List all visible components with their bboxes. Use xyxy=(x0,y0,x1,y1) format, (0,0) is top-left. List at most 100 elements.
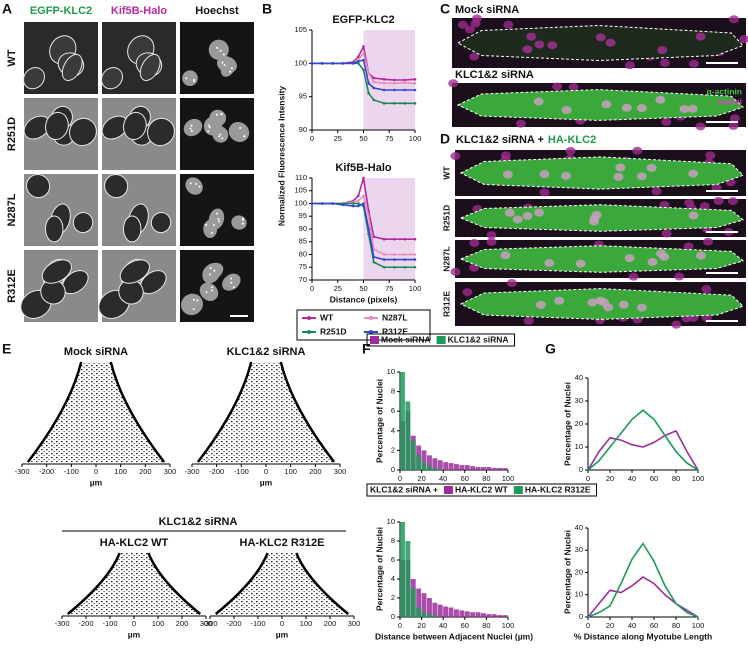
point xyxy=(362,45,365,48)
envelope xyxy=(196,361,253,463)
point xyxy=(372,260,376,264)
nucleus xyxy=(683,242,694,251)
point xyxy=(367,82,370,85)
nucleus xyxy=(701,285,712,294)
y-tick-label: 0 xyxy=(579,465,583,474)
x-tick-label: 100 xyxy=(284,467,297,476)
myonucleus xyxy=(544,259,555,268)
nucleus xyxy=(26,174,51,199)
point xyxy=(403,102,407,105)
myonucleus xyxy=(695,32,706,41)
myotube xyxy=(460,156,744,190)
nucleus xyxy=(122,215,142,243)
chromocenter xyxy=(207,130,210,133)
legend-swatch xyxy=(436,336,446,344)
chromocenter xyxy=(221,137,224,140)
myotube xyxy=(460,204,744,232)
nucleus xyxy=(661,117,672,126)
chromocenter xyxy=(196,299,199,302)
histogram-bar xyxy=(432,468,438,470)
point xyxy=(367,227,370,231)
myonucleus xyxy=(655,95,666,104)
chromocenter xyxy=(232,286,235,289)
nucleus xyxy=(185,177,203,195)
point xyxy=(413,258,417,261)
point xyxy=(393,258,396,261)
chromocenter xyxy=(192,308,195,311)
point xyxy=(413,88,417,92)
histogram-bar xyxy=(459,465,465,470)
myonucleus xyxy=(554,296,565,305)
series-line xyxy=(587,409,699,471)
myonucleus xyxy=(636,104,647,113)
myonucleus xyxy=(621,103,632,112)
x-tick-label: 40 xyxy=(628,621,636,630)
point xyxy=(382,78,386,81)
histogram-bar xyxy=(400,372,405,470)
chromocenter xyxy=(241,219,244,222)
chromocenter xyxy=(213,269,216,272)
point xyxy=(403,81,407,84)
outline xyxy=(456,24,744,62)
chromocenter xyxy=(212,224,215,227)
x-tick-label: -100 xyxy=(102,619,117,628)
x-tick-label: 100 xyxy=(409,134,422,143)
myonucleus xyxy=(605,38,616,47)
legend-frame xyxy=(296,309,431,341)
histogram-bar xyxy=(427,598,432,617)
myonucleus xyxy=(534,40,545,49)
y-tick-label: 80 xyxy=(299,249,307,258)
legend-label: R312E xyxy=(382,326,408,336)
histogram-bar xyxy=(497,468,503,470)
y-tick-label: 0 xyxy=(391,612,395,621)
point xyxy=(341,62,345,65)
legend-label: Mock siRNA xyxy=(381,334,431,344)
point xyxy=(357,55,360,58)
x-tick-label: 40 xyxy=(439,474,447,483)
point xyxy=(403,78,407,82)
chromocenter xyxy=(239,126,242,129)
myonucleus xyxy=(624,254,635,263)
point xyxy=(367,92,370,95)
histogram-bar xyxy=(427,614,432,617)
chromocenter xyxy=(185,77,188,80)
myonucleus xyxy=(533,97,544,106)
x-tick-label: 300 xyxy=(164,467,177,476)
point xyxy=(393,88,396,92)
nucleus xyxy=(450,267,461,276)
histogram-bar xyxy=(410,440,416,470)
x-tick-label: 20 xyxy=(606,621,614,630)
histogram-bar xyxy=(481,613,486,617)
chromocenter xyxy=(243,135,246,138)
plot-title: HA-KLC2 WT xyxy=(100,537,169,549)
chromocenter xyxy=(242,222,245,225)
chromocenter xyxy=(208,126,211,129)
envelope xyxy=(295,552,350,615)
nucleus xyxy=(701,313,712,322)
panel-label: A xyxy=(2,1,12,17)
envelope xyxy=(26,361,83,463)
point xyxy=(362,68,365,72)
point xyxy=(393,253,396,256)
y-tick-label: 40 xyxy=(575,373,583,382)
x-tick-label: 20 xyxy=(417,621,425,630)
x-tick-label: 100 xyxy=(502,621,515,630)
nucleus xyxy=(659,58,670,67)
histogram-bar xyxy=(459,610,465,617)
nucleus xyxy=(181,293,203,316)
chromocenter xyxy=(230,67,233,70)
myonucleus xyxy=(613,172,624,181)
row-label: WT xyxy=(6,49,18,66)
outline xyxy=(456,89,745,121)
histogram-bar xyxy=(491,614,497,617)
point xyxy=(413,265,417,269)
histogram-bar xyxy=(437,460,443,470)
x-tick-label: -200 xyxy=(39,467,54,476)
legend-frame xyxy=(366,333,516,347)
nucleus xyxy=(703,237,714,246)
histogram-bar xyxy=(416,588,422,617)
panel-label: G xyxy=(545,341,556,357)
x-tick-label: 0 xyxy=(586,474,590,483)
point xyxy=(351,204,355,208)
